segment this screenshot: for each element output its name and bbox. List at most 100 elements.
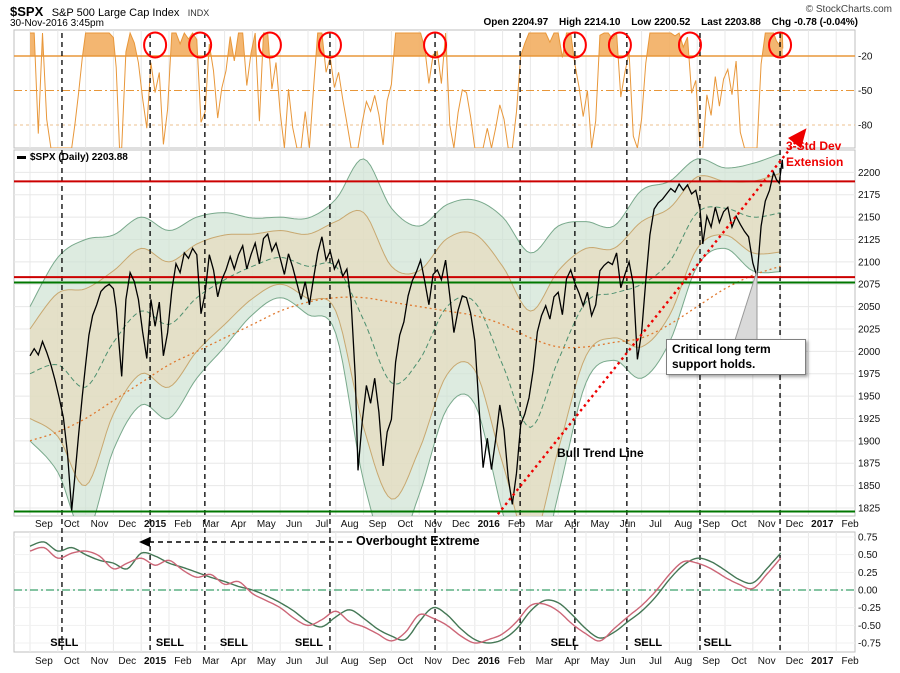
x-axis-label: Oct (64, 519, 80, 530)
band-edge-line (29, 172, 781, 330)
x-axis-label: May (590, 656, 609, 667)
sell-label: SELL (634, 637, 663, 649)
y-axis-label: 1825 (858, 503, 881, 514)
x-axis-label: May (257, 519, 276, 530)
x-axis-label: Jun (620, 519, 636, 530)
x-axis-label: Jul (649, 656, 662, 667)
y-axis-label: 1850 (858, 481, 881, 492)
chart-datetime: 30-Nov-2016 3:45pm (10, 18, 104, 29)
x-axis-label: Sep (35, 519, 53, 530)
y-axis-label: -20 (858, 52, 873, 63)
overbought-signal-circle (317, 31, 342, 59)
x-axis-label: Dec (452, 519, 470, 530)
ticker-symbol: $SPX (10, 4, 44, 19)
overbought-signal-circle (677, 31, 702, 59)
y-axis-label: 0.75 (858, 532, 878, 543)
x-axis-label: 2015 (144, 656, 167, 667)
x-axis-label: Apr (564, 519, 580, 530)
y-axis-label: 2100 (858, 257, 881, 268)
chg-value: -0.78 (-0.04%) (794, 17, 858, 28)
x-axis-label: Mar (202, 656, 220, 667)
x-axis-label: 2017 (811, 656, 834, 667)
line-style-icon (17, 155, 26, 159)
exchange-label: INDX (187, 8, 210, 18)
y-axis-label: -80 (858, 121, 873, 132)
y-axis-label: 0.50 (858, 550, 878, 561)
x-axis-label: Apr (564, 656, 580, 667)
y-axis-label: 1925 (858, 414, 881, 425)
x-axis-label: Nov (758, 519, 776, 530)
x-axis-label: Jun (286, 519, 302, 530)
oscillator-overbought-fill (30, 33, 783, 56)
oscillator-line (30, 31, 784, 148)
bull-trend-annotation: Bull Trend Line (557, 446, 644, 460)
x-axis-label: Jul (316, 656, 329, 667)
high-label: High (559, 17, 582, 28)
low-value: 2200.52 (654, 17, 691, 28)
x-axis-label: 2016 (478, 519, 501, 530)
y-axis-label: 2000 (858, 347, 881, 358)
y-axis-label: -0.75 (858, 639, 881, 650)
bollinger-inner-band (30, 173, 781, 516)
x-axis-label: Jul (316, 519, 329, 530)
x-axis-label: 2016 (478, 656, 501, 667)
x-axis-label: Apr (231, 519, 247, 530)
y-axis-label: 0.00 (858, 586, 878, 597)
x-axis-label: Sep (702, 519, 720, 530)
x-axis-label: Dec (452, 656, 470, 667)
band-edge-line (29, 247, 781, 516)
overbought-arrowhead-icon (139, 537, 150, 547)
y-axis-label: 0.25 (858, 568, 878, 579)
x-axis-label: 2015 (144, 519, 167, 530)
x-axis-label: Sep (369, 656, 387, 667)
y-axis-label: 2150 (858, 213, 881, 224)
ma-200-line (29, 265, 781, 442)
fast-oscillator-line (29, 546, 782, 644)
x-axis-label: Nov (91, 656, 109, 667)
x-axis-label: Feb (508, 519, 526, 530)
critical-support-annotation: Critical long term support holds. (666, 339, 806, 375)
x-axis-label: May (257, 656, 276, 667)
sell-label: SELL (703, 637, 732, 649)
x-axis-label: Jun (620, 656, 636, 667)
chg-label: Chg (771, 17, 792, 28)
x-axis-label: Aug (341, 519, 359, 530)
x-axis-label: Sep (35, 656, 53, 667)
sell-label: SELL (294, 637, 323, 649)
slow-oscillator-line (29, 541, 782, 644)
x-axis-label: Dec (786, 519, 804, 530)
band-edge-line (29, 234, 781, 516)
x-axis-label: Nov (91, 519, 109, 530)
source-credit: © StockCharts.com (805, 4, 892, 15)
x-axis-label: May (590, 519, 609, 530)
y-axis-label: 1875 (858, 459, 881, 470)
index-title: S&P 500 Large Cap Index (51, 7, 180, 19)
low-label: Low (631, 17, 652, 28)
y-axis-label: 2125 (858, 235, 881, 246)
chart-header: $SPX S&P 500 Large Cap Index INDX (10, 3, 209, 21)
x-axis-label: Dec (118, 656, 136, 667)
x-axis-label: Apr (231, 656, 247, 667)
band-edge-line (29, 153, 781, 307)
x-axis-label: Feb (841, 519, 859, 530)
overbought-signal-circle (257, 31, 282, 59)
x-axis-label: Sep (702, 656, 720, 667)
sell-label: SELL (50, 637, 79, 649)
y-axis-label: 2025 (858, 324, 881, 335)
last-value: 2203.88 (724, 17, 761, 28)
sell-label: SELL (219, 637, 248, 649)
x-axis-label: Dec (786, 656, 804, 667)
x-axis-label: Mar (536, 656, 554, 667)
quote-strip: Open 2204.97 High 2214.10 Low 2200.52 Last 2… (476, 17, 858, 28)
overbought-signal-circle (607, 31, 632, 59)
x-axis-label: Mar (202, 519, 220, 530)
overbought-signal-circle (768, 31, 793, 59)
x-axis-label: Nov (424, 656, 442, 667)
y-axis-label: 2050 (858, 302, 881, 313)
x-axis-label: Feb (841, 656, 859, 667)
x-axis-label: Oct (731, 519, 747, 530)
y-axis-label: 2175 (858, 190, 881, 201)
open-value: 2204.97 (512, 17, 549, 28)
last-label: Last (701, 17, 722, 28)
